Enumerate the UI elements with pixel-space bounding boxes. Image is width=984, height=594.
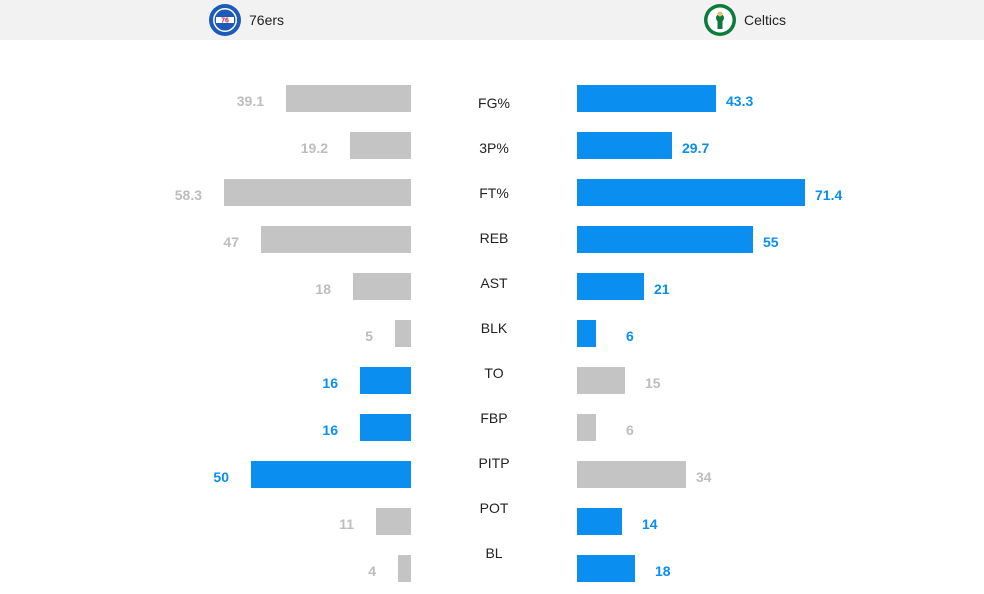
home-team-name: 76ers: [249, 12, 285, 28]
home-stat-bar: [360, 367, 411, 394]
away-stat-bar: [577, 508, 622, 535]
away-stat-value: 55: [763, 234, 779, 250]
home-stat-value: 16: [322, 422, 338, 438]
stat-label: FBP: [480, 410, 508, 426]
stat-label: BL: [485, 545, 503, 561]
home-stat-bar: [224, 179, 411, 206]
stat-label: POT: [479, 500, 509, 516]
stat-label: REB: [479, 230, 509, 246]
away-stat-value: 14: [642, 516, 658, 532]
home-stat-bar: [286, 85, 411, 112]
home-stat-value: 47: [223, 234, 239, 250]
away-team[interactable]: Celtics: [703, 3, 786, 37]
away-stat-bar: [577, 555, 635, 582]
home-team[interactable]: 76 76ers: [208, 3, 284, 37]
away-stat-value: 71.4: [815, 187, 843, 203]
away-stat-value: 34: [696, 469, 712, 485]
away-team-name: Celtics: [744, 12, 787, 28]
stat-label: PITP: [478, 455, 510, 471]
home-stat-bar: [376, 508, 411, 535]
home-stat-bar: [398, 555, 411, 582]
away-stat-value: 15: [645, 375, 661, 391]
home-stat-value: 4: [368, 563, 376, 579]
stat-label: 3P%: [479, 140, 509, 156]
stat-label: BLK: [480, 320, 508, 336]
celtics-logo-icon: [704, 4, 736, 36]
away-stat-value: 29.7: [682, 140, 710, 156]
home-stat-value: 16: [322, 375, 338, 391]
svg-text:76: 76: [221, 18, 229, 25]
home-stat-value: 19.2: [300, 140, 328, 156]
home-stat-value: 58.3: [174, 187, 202, 203]
home-stat-value: 5: [365, 328, 373, 344]
away-stat-bar: [577, 461, 686, 488]
away-stat-bar: [577, 226, 753, 253]
away-stat-bar: [577, 179, 805, 206]
stat-label: FT%: [479, 185, 509, 201]
away-stat-value: 21: [654, 281, 670, 297]
home-stat-bar: [261, 226, 411, 253]
home-stat-value: 18: [315, 281, 331, 297]
away-stat-bar: [577, 367, 625, 394]
home-stat-bar: [353, 273, 411, 300]
stat-label: TO: [484, 365, 504, 381]
stat-label: FG%: [478, 95, 510, 111]
home-stat-value: 50: [213, 469, 229, 485]
away-stat-value: 43.3: [726, 93, 754, 109]
home-stat-bar: [251, 461, 411, 488]
stat-label: AST: [480, 275, 508, 291]
away-stat-bar: [577, 414, 596, 441]
home-stat-value: 39.1: [236, 93, 264, 109]
away-stat-bar: [577, 273, 644, 300]
away-stat-bar: [577, 320, 596, 347]
home-stat-bar: [395, 320, 411, 347]
home-stat-value: 11: [339, 516, 354, 532]
team-header: 76 76ers Celtics: [0, 0, 984, 40]
home-stat-bar: [350, 132, 411, 159]
away-stat-value: 18: [655, 563, 671, 579]
away-stat-bar: [577, 85, 716, 112]
home-stat-bar: [360, 414, 411, 441]
away-stat-value: 6: [626, 328, 634, 344]
away-stat-value: 6: [626, 422, 634, 438]
away-stat-bar: [577, 132, 672, 159]
76ers-logo-icon: 76: [209, 4, 241, 36]
